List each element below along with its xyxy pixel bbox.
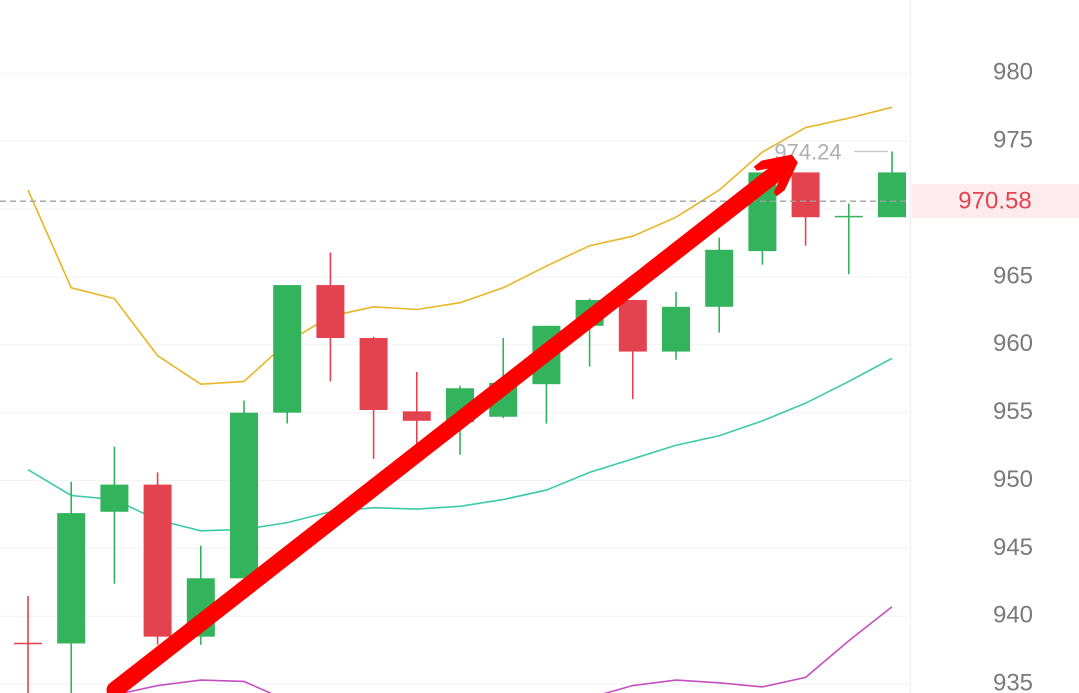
candle-body [230,412,258,579]
y-tick-label: 935 [993,670,1033,693]
high-label: 974.24 [774,139,841,164]
y-tick-label: 980 [993,59,1033,86]
candle-body [359,338,388,410]
y-tick-label: 965 [993,262,1033,289]
candle-body [878,172,906,218]
candle-body [14,642,42,645]
candle-body [402,411,431,421]
candle-body [316,285,345,339]
y-tick-label: 945 [993,534,1033,561]
candle-body [705,249,734,307]
last-price-badge [912,184,1079,219]
candle-body [143,484,172,637]
y-tick-label: 940 [993,602,1033,629]
last-price-label: 970.58 [958,188,1031,215]
candle-body [100,484,129,512]
candle-body [834,215,863,218]
band-line [27,106,893,385]
y-tick-label: 955 [993,398,1033,425]
y-tick-label: 950 [993,466,1033,493]
candle-body [273,285,302,413]
annotations: 970.58 974.24 [0,139,1079,219]
band-line [119,606,893,693]
y-tick-label: 975 [993,127,1033,154]
candle-body [618,300,647,352]
candle-body [662,306,690,352]
grid: 935940945950955960965970975980 [0,59,1033,693]
candle-body [791,172,820,218]
band-line [27,357,893,532]
bands [27,106,893,693]
y-tick-label: 960 [993,330,1033,357]
candle-body [57,513,86,644]
trend-arrow [106,170,780,693]
